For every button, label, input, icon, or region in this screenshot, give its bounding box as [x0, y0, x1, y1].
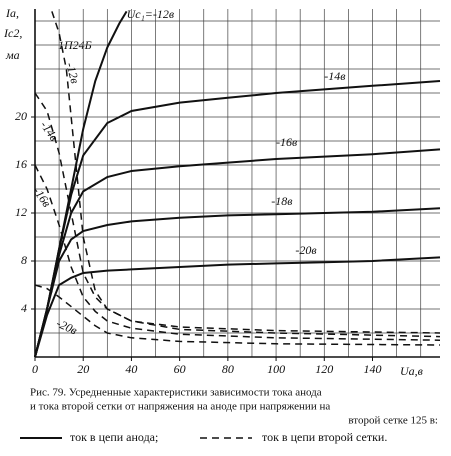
y-tick-label: 12 — [15, 205, 27, 219]
series-label: -12в — [63, 61, 82, 85]
x-tick-label: 40 — [125, 362, 137, 376]
y-tick-label: 8 — [21, 253, 27, 267]
series-label: -14в — [324, 69, 345, 83]
series-line — [34, 284, 441, 346]
series-label: -20в — [54, 316, 79, 338]
series-line — [34, 207, 441, 358]
series-label: -18в — [271, 194, 292, 208]
x-tick-label: 120 — [315, 362, 333, 376]
series-label: -16в — [30, 184, 54, 209]
caption: и тока второй сетки от напряжения на ано… — [30, 401, 330, 413]
legend-label: ток в цепи анода; — [70, 430, 158, 444]
series-label: -20в — [295, 243, 316, 257]
y-axis-label: Iс2, — [3, 26, 22, 40]
caption: второй сетке 125 в: — [348, 415, 438, 427]
y-tick-label: 16 — [15, 157, 27, 171]
x-tick-label: 20 — [77, 362, 89, 376]
x-tick-label: 140 — [364, 362, 382, 376]
y-axis-label: ма — [5, 48, 20, 62]
series-line — [34, 164, 441, 341]
x-tick-label: 0 — [32, 362, 38, 376]
series-line — [34, 148, 441, 358]
legend-label: ток в цепи второй сетки. — [262, 430, 387, 444]
y-tick-label: 20 — [15, 109, 27, 123]
series-label: -14в — [38, 118, 62, 143]
y-axis-label: Iа, — [5, 6, 19, 20]
x-tick-label: 100 — [267, 362, 285, 376]
x-tick-label: 60 — [174, 362, 186, 376]
series-line — [34, 80, 441, 358]
series-label: Uc₁=-12в — [127, 7, 174, 21]
series-line — [34, 256, 441, 358]
caption: Рис. 79. Усредненные характеристики зави… — [30, 387, 322, 399]
x-tick-label: 80 — [222, 362, 234, 376]
y-tick-label: 4 — [21, 301, 27, 315]
x-axis-label: Uа,в — [400, 364, 423, 378]
series-label: -16в — [276, 135, 297, 149]
series-line — [34, 92, 441, 338]
series-line — [51, 11, 441, 334]
